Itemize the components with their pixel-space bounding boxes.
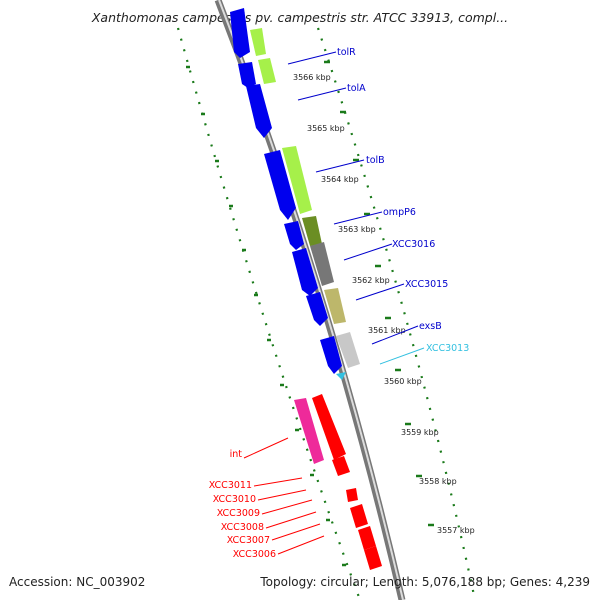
gene-XCC3015 [324, 288, 346, 324]
label-int: int [230, 449, 243, 460]
gene-arrow [306, 292, 328, 326]
tick-label-3560: 3560 kbp [384, 377, 422, 386]
gene-XCC3007 [358, 526, 376, 550]
tick-label-3564: 3564 kbp [321, 175, 359, 184]
reverse-strand-genes [230, 8, 342, 374]
gene-arrow [238, 62, 256, 88]
gene-tolA [258, 58, 276, 84]
label-tolR: tolR [337, 47, 356, 58]
gene-XCC3013 [336, 372, 346, 380]
tick-label-3563: 3563 kbp [338, 225, 376, 234]
tick-label-3565: 3565 kbp [307, 124, 345, 133]
outer-ticks [324, 60, 434, 527]
tick-label-3557: 3557 kbp [437, 526, 475, 535]
map-title: Xanthomonas campestris pv. campestris st… [91, 10, 509, 25]
outer-dotted-ring [316, 27, 477, 600]
label-exsB: exsB [419, 321, 442, 332]
accession-text: Accession: NC_003902 [9, 575, 146, 589]
label-XCC3011: XCC3011 [209, 480, 252, 491]
tick-label-3562: 3562 kbp [352, 276, 390, 285]
gene-XCC3009 [346, 488, 358, 502]
label-XCC3013: XCC3013 [426, 343, 469, 354]
gene-XCC3006 [364, 546, 382, 570]
gene-tolR [250, 28, 266, 56]
gene-arrow [246, 84, 272, 138]
gene-exsB [336, 332, 360, 368]
tick-label-3559: 3559 kbp [401, 428, 439, 437]
label-tolA: tolA [347, 83, 366, 94]
gene-XCC3011 [312, 394, 346, 460]
gene-arrow [292, 248, 318, 296]
label-leaders [243, 51, 425, 555]
label-XCC3016: XCC3016 [392, 239, 435, 250]
forward-strand-genes [250, 28, 382, 570]
gene-int [294, 398, 324, 464]
gene-ompP6 [302, 216, 322, 246]
gene-XCC3008 [350, 504, 368, 528]
inner-ticks [186, 65, 346, 567]
gene-XCC3010 [332, 456, 350, 476]
label-XCC3006: XCC3006 [233, 549, 276, 560]
gene-arrow [264, 150, 296, 220]
label-XCC3015: XCC3015 [405, 279, 448, 290]
gene-arrow [284, 221, 304, 250]
gene-XCC3016 [310, 242, 334, 286]
label-tolB: tolB [366, 155, 385, 166]
gene-arrow [320, 336, 342, 374]
tick-label-3566: 3566 kbp [293, 73, 331, 82]
tick-label-3561: 3561 kbp [368, 326, 406, 335]
genome-summary-text: Topology: circular; Length: 5,076,188 bp… [260, 575, 590, 589]
gene-arrow [230, 8, 250, 58]
label-XCC3007: XCC3007 [227, 535, 270, 546]
tick-label-3558: 3558 kbp [419, 477, 457, 486]
label-XCC3009: XCC3009 [217, 508, 260, 519]
label-XCC3008: XCC3008 [221, 522, 264, 533]
label-ompP6: ompP6 [383, 207, 416, 218]
gene-tolB [282, 146, 312, 214]
label-XCC3010: XCC3010 [213, 494, 256, 505]
